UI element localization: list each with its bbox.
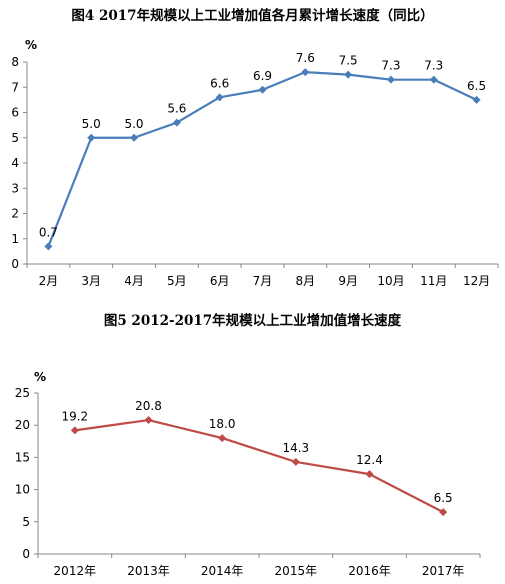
data-label: 12.4 [356, 453, 383, 467]
data-label: 14.3 [282, 441, 309, 455]
series-line [47, 70, 478, 247]
y-tick-label: 5 [22, 515, 30, 529]
x-tick-label: 12月 [463, 274, 490, 288]
x-tick-label: 8月 [295, 274, 315, 288]
y-tick-label: 0 [22, 547, 30, 561]
data-point [386, 75, 395, 84]
data-label: 5.0 [82, 117, 101, 131]
y-tick-label: 2 [11, 207, 19, 221]
y-axis-unit-label: % [25, 38, 37, 52]
data-point [439, 508, 448, 517]
x-tick-label: 2017年 [422, 564, 465, 578]
data-point [472, 95, 481, 104]
data-point [44, 242, 53, 251]
data-label: 6.5 [467, 79, 486, 93]
x-tick-label: 5月 [167, 274, 187, 288]
x-tick-label: 6月 [210, 274, 230, 288]
y-tick-label: 8 [11, 55, 19, 69]
x-tick-label: 11月 [420, 274, 447, 288]
data-point [130, 133, 139, 142]
chart-title: 图5 2012-2017年规模以上工业增加值增长速度 [103, 313, 402, 329]
x-tick-label: 2016年 [348, 564, 391, 578]
chart-monthly-cumulative-growth: 图4 2017年规模以上工业增加值各月累计增长速度（同比） 0 1 2 3 4 5 6 7 8%… [11, 8, 499, 288]
x-tick-label: 2012年 [54, 564, 97, 578]
chart-title: 图4 2017年规模以上工业增加值各月累计增长速度（同比） [71, 8, 434, 24]
y-tick-label: 7 [11, 80, 19, 94]
y-tick-label: 3 [11, 181, 19, 195]
chart-annual-growth: 图5 2012-2017年规模以上工业增加值增长速度 0 5 10 15 20 25% 20… [0, 305, 505, 584]
data-point [70, 426, 79, 435]
data-point [258, 85, 267, 94]
data-label: 5.6 [167, 102, 186, 116]
data-label: 7.6 [296, 51, 315, 65]
data-point [301, 68, 310, 77]
x-tick-label: 2013年 [127, 564, 170, 578]
x-tick-label: 2015年 [275, 564, 318, 578]
data-label: 7.3 [424, 59, 443, 73]
data-label: 7.5 [339, 54, 358, 68]
y-tick-label: 1 [11, 232, 19, 246]
line-chart-svg: 0 1 2 3 4 5 6 7 8% 2月 3月 4月 5月 6月 7月 8月 9月 10月 11月 12月 0.7 5.… [11, 38, 499, 288]
y-tick-label: 15 [15, 450, 30, 464]
y-tick-label: 20 [15, 418, 30, 432]
data-label: 19.2 [61, 409, 88, 423]
y-axis-unit-label: % [34, 370, 46, 384]
data-label: 6.9 [253, 69, 272, 83]
data-point [344, 70, 353, 79]
data-label: 6.5 [434, 491, 453, 505]
x-tick-label: 4月 [124, 274, 144, 288]
line-chart-svg: 0 5 10 15 20 25% 2012年 2013年 2014年 2015年 2016年 2017… [15, 370, 481, 578]
data-point [429, 75, 438, 84]
data-point [291, 457, 300, 466]
data-label: 6.6 [210, 76, 229, 90]
x-tick-label: 3月 [81, 274, 101, 288]
y-tick-label: 4 [11, 156, 19, 170]
x-tick-label: 10月 [377, 274, 404, 288]
x-tick-label: 9月 [338, 274, 358, 288]
x-tick-label: 2014年 [201, 564, 244, 578]
data-label: 20.8 [135, 399, 162, 413]
y-tick-label: 0 [11, 257, 19, 271]
data-label: 18.0 [209, 417, 236, 431]
data-point [365, 470, 374, 479]
y-tick-label: 6 [11, 106, 19, 120]
data-point [215, 93, 224, 102]
x-tick-label: 7月 [253, 274, 273, 288]
y-tick-label: 5 [11, 131, 19, 145]
data-label: 7.3 [381, 59, 400, 73]
y-tick-label: 25 [15, 386, 30, 400]
series-line [74, 418, 444, 514]
data-point [87, 133, 96, 142]
data-label: 5.0 [124, 117, 143, 131]
data-point [218, 434, 227, 443]
data-point [144, 416, 153, 425]
y-tick-label: 10 [15, 483, 30, 497]
x-tick-label: 2月 [39, 274, 59, 288]
data-label: 0.7 [39, 225, 58, 239]
data-point [172, 118, 181, 127]
